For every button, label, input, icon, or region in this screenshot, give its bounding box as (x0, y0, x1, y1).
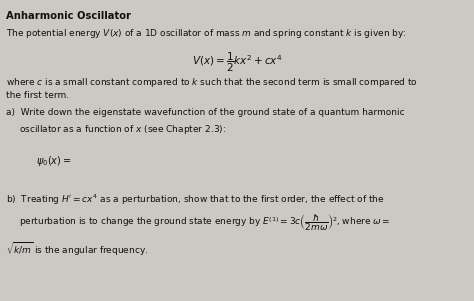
Text: Anharmonic Oscillator: Anharmonic Oscillator (6, 11, 131, 20)
Text: $V(x) = \dfrac{1}{2}kx^2 + cx^4$: $V(x) = \dfrac{1}{2}kx^2 + cx^4$ (191, 51, 283, 74)
Text: the first term.: the first term. (6, 91, 69, 100)
Text: The potential energy $V(x)$ of a 1D oscillator of mass $m$ and spring constant $: The potential energy $V(x)$ of a 1D osci… (6, 27, 407, 40)
Text: where $c$ is a small constant compared to $k$ such that the second term is small: where $c$ is a small constant compared t… (6, 76, 418, 89)
Text: b)  Treating $H^{\prime} = cx^4$ as a perturbation, show that to the first order: b) Treating $H^{\prime} = cx^4$ as a per… (6, 193, 385, 207)
Text: a)  Write down the eigenstate wavefunction of the ground state of a quantum harm: a) Write down the eigenstate wavefunctio… (6, 108, 405, 117)
Text: oscillator as a function of $x$ (see Chapter 2.3):: oscillator as a function of $x$ (see Cha… (19, 123, 226, 136)
Text: perturbation is to change the ground state energy by $E^{(1)} = 3c\left(\dfrac{\: perturbation is to change the ground sta… (19, 212, 391, 233)
Text: $\psi_0(x) =$: $\psi_0(x) =$ (36, 154, 71, 168)
Text: $\sqrt{k/m}$ is the angular frequency.: $\sqrt{k/m}$ is the angular frequency. (6, 241, 148, 258)
